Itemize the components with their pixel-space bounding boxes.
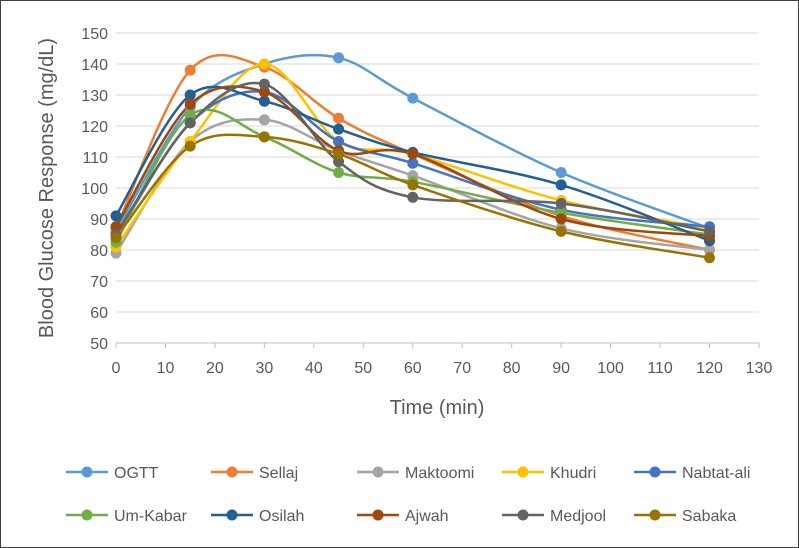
y-tick-label: 60 bbox=[90, 305, 108, 322]
legend: OGTT Sellaj Maktoomi Khudri Nabtat-ali Um-Kab… bbox=[66, 465, 750, 525]
y-tick-label: 140 bbox=[81, 57, 108, 74]
x-tick-label: 60 bbox=[404, 360, 422, 377]
y-tick-label: 150 bbox=[81, 26, 108, 43]
y-tick-label: 100 bbox=[81, 181, 108, 198]
data-point-ajwah bbox=[258, 86, 270, 98]
legend-item-ogtt: OGTT bbox=[66, 465, 159, 482]
legend-item-medjool: Medjool bbox=[502, 508, 606, 525]
data-point-medjool bbox=[407, 191, 419, 203]
data-point-medjool bbox=[333, 156, 345, 168]
legend-label: Nabtat-ali bbox=[682, 465, 750, 482]
data-point-sellaj bbox=[333, 112, 345, 124]
legend-swatch-marker bbox=[649, 466, 661, 478]
x-tick-label: 50 bbox=[354, 360, 372, 377]
y-tick-label: 50 bbox=[90, 336, 108, 353]
legend-swatch-marker bbox=[517, 509, 529, 521]
legend-swatch-marker bbox=[81, 466, 93, 478]
data-point-osilah bbox=[110, 210, 122, 222]
legend-label: Ajwah bbox=[405, 508, 449, 525]
data-point-sabaka bbox=[184, 140, 196, 152]
x-tick-label: 40 bbox=[305, 360, 323, 377]
x-tick-label: 20 bbox=[206, 360, 224, 377]
y-tick-label: 90 bbox=[90, 212, 108, 229]
x-tick-label: 70 bbox=[453, 360, 471, 377]
data-point-osilah bbox=[184, 89, 196, 101]
legend-swatch-marker bbox=[81, 509, 93, 521]
legend-item-sellaj: Sellaj bbox=[211, 465, 298, 482]
y-tick-label: 120 bbox=[81, 119, 108, 136]
data-point-um-kabar bbox=[333, 167, 345, 178]
data-point-maktoomi bbox=[704, 244, 716, 256]
data-point-medjool bbox=[704, 225, 716, 237]
data-point-medjool bbox=[258, 78, 270, 90]
data-point-osilah bbox=[333, 123, 345, 135]
legend-item-um-kabar: Um-Kabar bbox=[66, 508, 188, 525]
legend-swatch-marker bbox=[372, 466, 384, 478]
x-tick-label: 90 bbox=[552, 360, 570, 377]
legend-label: Maktoomi bbox=[405, 465, 474, 482]
data-point-ogtt bbox=[407, 92, 419, 104]
y-tick-label: 80 bbox=[90, 243, 108, 260]
data-point-nabtat-ali bbox=[407, 157, 419, 169]
legend-label: Um-Kabar bbox=[114, 508, 188, 525]
x-tick-label: 10 bbox=[157, 360, 175, 377]
data-point-um-kabar bbox=[184, 109, 196, 121]
y-tick-label: 130 bbox=[81, 88, 108, 105]
legend-label: Sabaka bbox=[682, 508, 736, 525]
y-tick-label: 70 bbox=[90, 274, 108, 291]
data-point-ajwah bbox=[407, 148, 419, 160]
x-tick-label: 130 bbox=[746, 360, 773, 377]
x-tick-label: 80 bbox=[503, 360, 521, 377]
data-point-sabaka bbox=[407, 179, 419, 191]
legend-label: Khudri bbox=[550, 465, 596, 482]
data-point-osilah bbox=[258, 95, 270, 107]
data-point-sabaka bbox=[555, 225, 567, 237]
legend-item-maktoomi: Maktoomi bbox=[357, 465, 474, 482]
data-point-ogtt bbox=[333, 52, 345, 64]
x-tick-label: 120 bbox=[696, 360, 723, 377]
y-tick-label: 110 bbox=[82, 150, 108, 167]
x-tick-label: 100 bbox=[597, 360, 624, 377]
data-point-sellaj bbox=[184, 64, 196, 76]
data-point-sabaka bbox=[110, 232, 122, 244]
data-point-ajwah bbox=[110, 221, 122, 233]
legend-swatch-marker bbox=[517, 466, 529, 478]
data-point-ajwah bbox=[184, 98, 196, 110]
x-tick-label: 30 bbox=[255, 360, 273, 377]
data-point-sabaka bbox=[704, 252, 716, 264]
data-point-ajwah bbox=[555, 213, 567, 225]
data-point-maktoomi bbox=[258, 114, 270, 126]
legend-item-ajwah: Ajwah bbox=[357, 508, 449, 525]
data-point-ogtt bbox=[555, 167, 567, 178]
legend-label: Osilah bbox=[259, 508, 304, 525]
legend-item-sabaka: Sabaka bbox=[634, 508, 736, 525]
data-point-nabtat-ali bbox=[333, 136, 345, 147]
data-point-medjool bbox=[184, 117, 196, 129]
legend-swatch-marker bbox=[226, 509, 238, 521]
legend-item-osilah: Osilah bbox=[211, 508, 304, 525]
data-point-sabaka bbox=[333, 148, 345, 160]
data-point-osilah bbox=[555, 179, 567, 191]
x-axis-title: Time (min) bbox=[390, 397, 485, 419]
legend-swatch-marker bbox=[372, 509, 384, 521]
x-tick-label: 110 bbox=[647, 360, 673, 377]
data-point-sabaka bbox=[258, 131, 270, 143]
x-tick-label: 0 bbox=[112, 360, 121, 377]
legend-label: OGTT bbox=[114, 465, 159, 482]
legend-swatch-marker bbox=[649, 509, 661, 521]
legend-item-khudri: Khudri bbox=[502, 465, 596, 482]
data-point-medjool bbox=[555, 198, 567, 209]
legend-label: Sellaj bbox=[259, 465, 298, 482]
data-point-khudri bbox=[258, 58, 270, 70]
legend-label: Medjool bbox=[550, 508, 606, 525]
legend-item-nabtat-ali: Nabtat-ali bbox=[634, 465, 750, 482]
legend-swatch-marker bbox=[226, 466, 238, 478]
y-axis-title: Blood Glucose Response (mg/dL) bbox=[36, 38, 58, 338]
